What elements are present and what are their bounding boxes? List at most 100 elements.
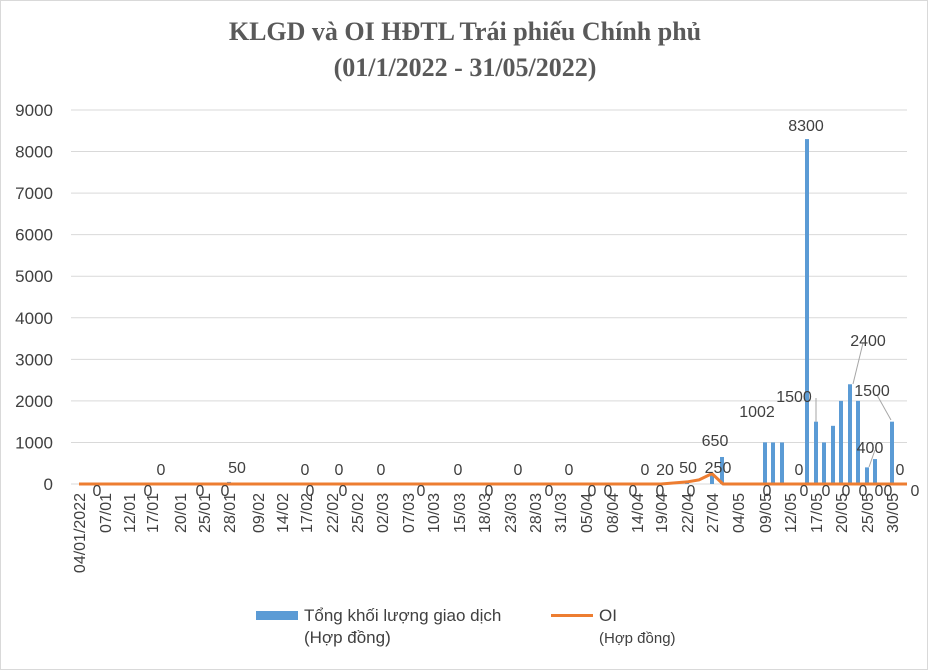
y-tick-label: 9000 bbox=[15, 101, 53, 120]
x-tick-label: 28/01 bbox=[222, 493, 239, 533]
x-tick-label: 17/01 bbox=[145, 493, 162, 533]
x-tick-label: 04/05 bbox=[731, 493, 748, 533]
data-label: 0 bbox=[687, 483, 696, 500]
data-label: 50 bbox=[228, 460, 246, 477]
x-tick-label: 31/03 bbox=[553, 493, 570, 533]
data-label: 0 bbox=[306, 483, 315, 500]
data-label: 0 bbox=[884, 483, 893, 500]
x-tick-label: 28/03 bbox=[528, 493, 545, 533]
x-tick-label: 12/01 bbox=[122, 493, 139, 533]
data-label: 0 bbox=[875, 483, 884, 500]
data-label: 0 bbox=[377, 462, 386, 479]
chart-subtitle: (01/1/2022 - 31/05/2022) bbox=[333, 53, 597, 82]
x-tick-label: 25/02 bbox=[350, 493, 367, 533]
data-label: 1500 bbox=[776, 389, 812, 406]
data-label: 0 bbox=[93, 483, 102, 500]
data-label: 0 bbox=[822, 483, 831, 500]
y-tick-label: 7000 bbox=[15, 184, 53, 203]
data-label: 400 bbox=[857, 440, 884, 457]
data-label: 8300 bbox=[788, 118, 824, 135]
legend-label-oi: OI bbox=[599, 606, 617, 625]
bar-volume bbox=[780, 442, 784, 484]
x-tick-label: 14/04 bbox=[630, 493, 647, 533]
y-tick-label: 0 bbox=[44, 475, 53, 494]
x-tick-label: 10/03 bbox=[426, 493, 443, 533]
data-label: 0 bbox=[221, 483, 230, 500]
data-label: 0 bbox=[339, 483, 348, 500]
data-label: 1500 bbox=[854, 383, 890, 400]
bar-volume bbox=[865, 467, 869, 484]
chart-legend: Tổng khối lượng giao dịch (Hợp đồng) OI … bbox=[256, 605, 856, 655]
data-label: 1002 bbox=[739, 404, 775, 421]
data-label: 250 bbox=[705, 460, 732, 477]
x-tick-label: 15/03 bbox=[452, 493, 469, 533]
data-label: 0 bbox=[604, 483, 613, 500]
data-label: 0 bbox=[454, 462, 463, 479]
data-label: 0 bbox=[859, 483, 868, 500]
x-tick-label: 23/03 bbox=[503, 493, 520, 533]
x-tick-label: 30/05 bbox=[885, 493, 902, 533]
x-tick-label: 07/01 bbox=[98, 493, 115, 533]
data-label: 50 bbox=[679, 460, 697, 477]
bar-volume bbox=[771, 442, 775, 484]
x-tick-label: 25/01 bbox=[197, 493, 214, 533]
data-label: 0 bbox=[629, 483, 638, 500]
leader-line bbox=[876, 394, 892, 421]
bar-volume bbox=[831, 425, 835, 484]
x-tick-label: 14/02 bbox=[275, 493, 292, 533]
bar-volume bbox=[848, 384, 852, 484]
bar-volume bbox=[822, 442, 826, 484]
data-label: 0 bbox=[800, 483, 809, 500]
data-label: 0 bbox=[514, 462, 523, 479]
data-label: 0 bbox=[795, 462, 804, 479]
chart-title: KLGD và OI HĐTL Trái phiếu Chính phủ bbox=[228, 17, 702, 46]
data-label: 0 bbox=[641, 462, 650, 479]
data-label: 0 bbox=[656, 483, 665, 500]
bar-volume bbox=[720, 456, 724, 484]
x-tick-label: 17/02 bbox=[299, 493, 316, 533]
data-label: 0 bbox=[545, 483, 554, 500]
leader-line bbox=[868, 449, 876, 468]
y-tick-label: 5000 bbox=[15, 267, 53, 286]
data-label: 0 bbox=[565, 462, 574, 479]
data-label: 0 bbox=[144, 483, 153, 500]
y-tick-label: 6000 bbox=[15, 226, 53, 245]
data-label: 20 bbox=[656, 462, 674, 479]
y-tick-label: 8000 bbox=[15, 143, 53, 162]
x-tick-label: 22/02 bbox=[325, 493, 342, 533]
legend-swatch-oi bbox=[551, 614, 593, 617]
legend-label-volume: Tổng khối lượng giao dịch bbox=[304, 606, 502, 625]
data-label: 650 bbox=[702, 433, 729, 450]
x-tick-label: 02/03 bbox=[375, 493, 392, 533]
y-tick-label: 3000 bbox=[15, 350, 53, 369]
x-tick-label: 09/05 bbox=[758, 493, 775, 533]
x-tick-label: 17/05 bbox=[809, 493, 826, 533]
bar-volume bbox=[839, 400, 843, 484]
data-label: 0 bbox=[485, 483, 494, 500]
x-tick-label: 19/04 bbox=[654, 493, 671, 533]
bar-volume bbox=[873, 459, 877, 484]
x-tick-label: 07/03 bbox=[401, 493, 418, 533]
bar-volume bbox=[710, 473, 714, 484]
data-label: 0 bbox=[842, 483, 851, 500]
legend-swatch-volume bbox=[256, 611, 298, 620]
legend-label-volume-unit: (Hợp đồng) bbox=[304, 628, 391, 647]
x-tick-label: 09/02 bbox=[251, 493, 268, 533]
data-label: 2400 bbox=[850, 333, 886, 350]
legend-label-oi-unit: (Hợp đồng) bbox=[599, 630, 676, 647]
y-tick-label: 1000 bbox=[15, 433, 53, 452]
data-label: 0 bbox=[896, 462, 905, 479]
data-label: 0 bbox=[335, 462, 344, 479]
x-tick-label: 25/05 bbox=[860, 493, 877, 533]
x-tick-label: 04/01/2022 bbox=[72, 493, 89, 573]
data-label: 0 bbox=[417, 483, 426, 500]
y-tick-label: 2000 bbox=[15, 392, 53, 411]
data-label: 0 bbox=[196, 483, 205, 500]
bar-volume bbox=[814, 421, 818, 484]
x-tick-label: 08/04 bbox=[605, 493, 622, 533]
data-label: 0 bbox=[763, 483, 772, 500]
x-tick-label: 12/05 bbox=[783, 493, 800, 533]
x-tick-label: 27/04 bbox=[705, 493, 722, 533]
x-tick-label: 22/04 bbox=[680, 493, 697, 533]
